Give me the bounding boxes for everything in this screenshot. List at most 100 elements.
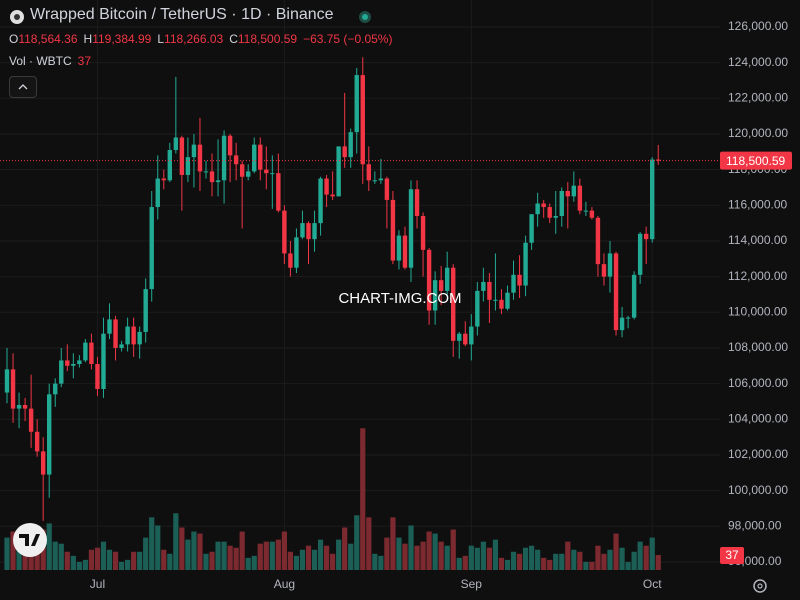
candle-body	[77, 360, 82, 365]
y-tick-label: 108,000.00	[728, 340, 788, 354]
candle-body	[4, 369, 10, 393]
candle-body	[167, 149, 173, 181]
volume-bar	[360, 428, 366, 570]
volume-bar	[4, 537, 10, 570]
candle-body	[463, 333, 468, 345]
y-tick-label: 116,000.00	[728, 197, 787, 211]
volume-bar	[571, 549, 577, 570]
candle-body	[288, 253, 293, 268]
candle-body	[583, 210, 589, 212]
candle-body	[595, 217, 601, 265]
volume-bar	[450, 529, 456, 570]
volume-bar	[293, 555, 300, 570]
volume-bar	[372, 553, 378, 570]
volume-bar	[197, 533, 203, 570]
volume-bar	[486, 547, 492, 570]
volume-legend: Vol · WBTC 37	[9, 54, 91, 68]
candle-body	[113, 319, 118, 348]
volume-name: Vol · WBTC	[9, 54, 72, 68]
volume-bar	[263, 541, 269, 570]
candle-body	[469, 326, 474, 345]
x-tick-label: Aug	[274, 577, 295, 591]
ohlc-legend: O118,564.36 H119,384.99 L118,266.03 C118,50…	[9, 32, 398, 46]
candle-body	[324, 178, 329, 195]
volume-bar	[655, 555, 661, 570]
volume-bar	[203, 553, 209, 570]
volume-bar	[498, 557, 505, 570]
volume-bar	[233, 547, 239, 570]
y-tick-label: 110,000.00	[728, 304, 787, 318]
x-tick-label: Oct	[643, 577, 662, 591]
candle-body	[360, 75, 365, 165]
candle-body	[59, 360, 64, 384]
volume-bar	[161, 549, 167, 570]
y-tick-label: 120,000.00	[728, 126, 788, 140]
tv-logo[interactable]	[13, 523, 47, 557]
candle-body	[650, 159, 655, 240]
volume-bar	[492, 539, 499, 570]
candle-body	[95, 364, 100, 389]
candle-body	[378, 178, 384, 181]
candle-body	[499, 299, 504, 309]
candle-body	[396, 235, 402, 261]
volume-bar	[559, 553, 565, 570]
volume-bar	[565, 541, 571, 570]
volume-bar	[275, 539, 281, 570]
volume-bar	[82, 559, 88, 570]
volume-bar	[323, 545, 330, 570]
candle-body	[354, 75, 359, 133]
y-tick-label: 124,000.00	[728, 55, 788, 69]
chart-title: Wrapped Bitcoin / TetherUS · 1D · Binanc…	[30, 6, 334, 23]
candle-body	[246, 171, 251, 177]
candle-body	[432, 280, 438, 311]
volume-bar	[155, 525, 161, 570]
ohlc-key: O	[9, 32, 19, 46]
candle-body	[215, 180, 221, 183]
candle-body	[101, 333, 106, 389]
candle-body	[481, 281, 486, 291]
candle-body	[571, 185, 577, 197]
volume-bar	[16, 545, 22, 570]
volume-bar	[426, 531, 432, 570]
candle-body	[426, 249, 432, 311]
settings-icon[interactable]	[753, 579, 767, 593]
volume-bar	[613, 533, 619, 570]
volume-bar	[348, 543, 354, 570]
tv-logo-mark	[19, 534, 40, 546]
y-tick-label: 104,000.00	[728, 411, 788, 425]
volume-bar	[281, 531, 287, 570]
candle-body	[40, 451, 46, 475]
volume-bar	[94, 547, 101, 570]
volume-bar	[239, 531, 245, 570]
candle-body	[173, 137, 179, 150]
candle-body	[197, 144, 203, 172]
volume-bar	[480, 541, 486, 570]
volume-bar	[456, 557, 462, 570]
candle-body	[119, 344, 124, 348]
candle-body	[451, 267, 456, 341]
candle-body	[28, 408, 34, 432]
volume-bar	[432, 533, 438, 570]
candle-body	[161, 178, 166, 181]
y-tick-label: 122,000.00	[728, 90, 788, 104]
ohlc-key: C	[229, 32, 238, 46]
volume-bar	[366, 517, 372, 570]
volume-bar	[257, 543, 263, 570]
volume-bar	[106, 549, 113, 570]
chevron	[18, 84, 28, 90]
candle-body	[589, 210, 595, 218]
volume-bar	[625, 561, 631, 570]
volume-label-box	[720, 547, 744, 565]
volume-bar	[311, 549, 318, 570]
volume-bar	[46, 523, 52, 570]
candle-body	[53, 383, 58, 395]
candle-body	[318, 178, 323, 224]
candle-body	[252, 144, 257, 172]
candle-body	[342, 146, 347, 158]
candle-body	[276, 173, 281, 211]
volume-bar	[438, 541, 444, 570]
collapse-button[interactable]	[9, 76, 37, 98]
candle-body	[414, 189, 420, 216]
candle-body	[487, 281, 492, 300]
candle-body	[16, 405, 22, 409]
